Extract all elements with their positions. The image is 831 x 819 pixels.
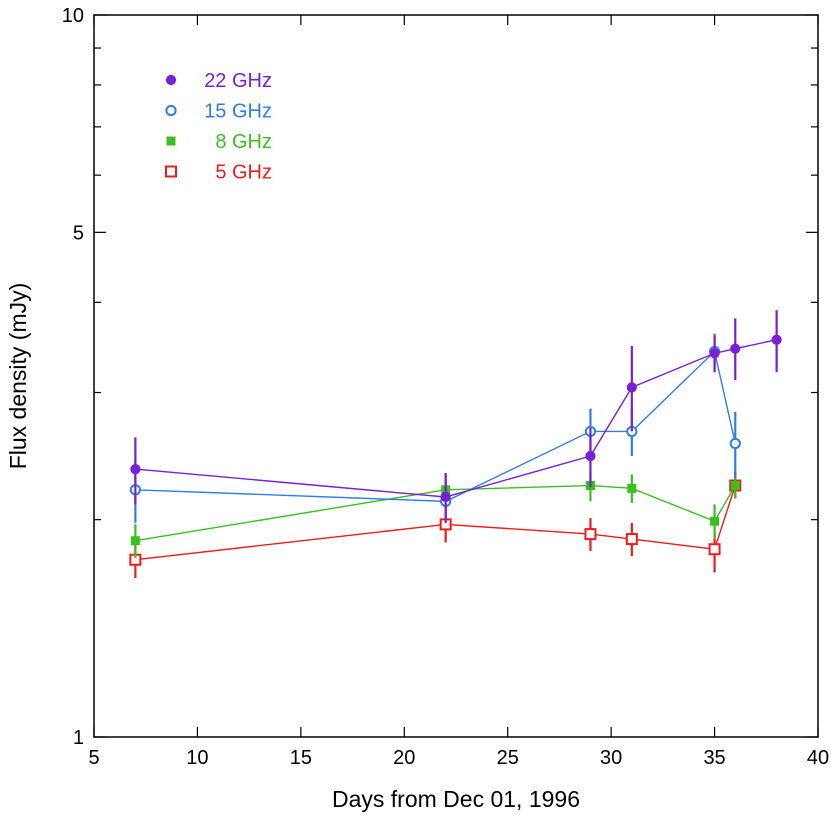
data-point-15-ghz — [729, 437, 741, 450]
data-point-5-ghz — [708, 543, 721, 556]
x-axis-title: Days from Dec 01, 1996 — [332, 786, 580, 812]
data-series — [129, 310, 782, 579]
data-point-8-ghz — [710, 516, 720, 526]
x-tick-label: 30 — [600, 747, 622, 769]
axis-ticks — [93, 14, 819, 738]
y-tick-label: 10 — [62, 5, 84, 27]
x-tick-label: 5 — [88, 747, 99, 769]
data-point-22-ghz — [130, 463, 141, 475]
data-point-22-ghz — [440, 491, 451, 503]
x-tick-label: 25 — [497, 747, 519, 769]
legend-label-22-ghz: 22 GHz — [204, 70, 272, 92]
legend-marker-22-ghz — [165, 74, 177, 86]
data-point-22-ghz — [771, 334, 782, 345]
data-point-22-ghz — [626, 382, 637, 393]
y-tick-label: 1 — [73, 727, 84, 749]
legend: 22 GHz 15 GHz 8 GHz 5 GHz — [165, 70, 272, 184]
data-point-22-ghz — [585, 450, 596, 462]
x-tick-label: 15 — [290, 747, 312, 769]
series-line-15-ghz — [135, 350, 736, 503]
y-axis-title: Flux density (mJy) — [5, 283, 31, 470]
x-tick-label: 40 — [807, 747, 829, 769]
x-tick-label: 10 — [186, 747, 208, 769]
x-tick-label: 20 — [393, 747, 415, 769]
series-8-ghz — [130, 471, 740, 558]
data-point-22-ghz — [709, 348, 720, 359]
series-line-22-ghz — [135, 339, 777, 498]
series-line-8-ghz — [135, 484, 736, 542]
data-point-5-ghz — [584, 528, 597, 541]
legend-marker-8-ghz — [166, 136, 176, 146]
series-5-ghz — [129, 471, 742, 579]
data-point-8-ghz — [627, 483, 637, 493]
legend-label-5-ghz: 5 GHz — [215, 162, 272, 184]
series-22-ghz — [130, 310, 782, 523]
x-tick-label: 35 — [703, 747, 725, 769]
legend-label-15-ghz: 15 GHz — [204, 101, 272, 123]
series-line-5-ghz — [135, 485, 736, 561]
data-point-22-ghz — [730, 343, 741, 354]
legend-marker-5-ghz — [165, 165, 177, 178]
plot-frame — [93, 14, 819, 738]
legend-marker-15-ghz — [165, 104, 177, 117]
data-point-8-ghz — [130, 536, 140, 546]
data-point-8-ghz — [730, 481, 740, 491]
legend-label-8-ghz: 8 GHz — [215, 131, 272, 153]
data-point-5-ghz — [625, 533, 638, 546]
y-tick-label: 5 — [73, 222, 84, 244]
